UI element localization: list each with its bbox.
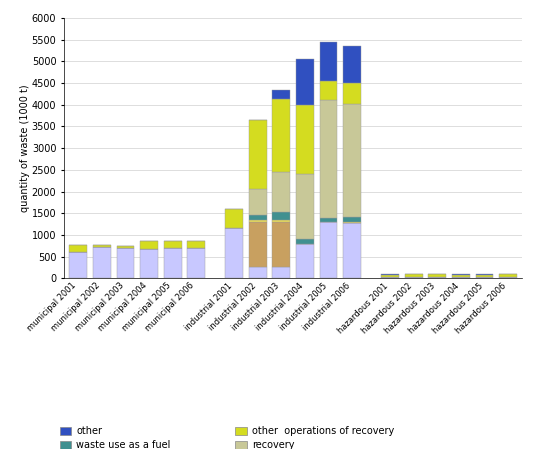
Bar bbox=[140, 241, 158, 242]
Bar bbox=[117, 248, 134, 278]
Bar bbox=[225, 209, 243, 228]
Bar bbox=[452, 275, 470, 277]
Bar bbox=[272, 172, 290, 211]
Bar bbox=[140, 249, 158, 278]
Bar bbox=[381, 275, 399, 277]
Bar bbox=[164, 241, 182, 242]
Bar bbox=[272, 267, 290, 278]
Bar bbox=[343, 46, 361, 83]
Bar bbox=[320, 222, 337, 278]
Bar bbox=[188, 247, 205, 278]
Bar bbox=[249, 189, 266, 215]
Bar bbox=[225, 228, 243, 278]
Bar bbox=[320, 81, 337, 101]
Bar bbox=[164, 242, 182, 248]
Bar bbox=[272, 221, 290, 267]
Bar bbox=[320, 101, 337, 218]
Bar bbox=[343, 223, 361, 278]
Bar bbox=[405, 274, 423, 277]
Bar bbox=[429, 274, 446, 277]
Bar bbox=[343, 217, 361, 221]
Bar bbox=[117, 246, 134, 248]
Bar bbox=[249, 221, 266, 267]
Bar bbox=[499, 277, 517, 278]
Bar bbox=[272, 211, 290, 220]
Bar bbox=[249, 267, 266, 278]
Bar bbox=[429, 277, 446, 278]
Bar bbox=[296, 244, 314, 278]
Bar bbox=[320, 42, 337, 81]
Bar bbox=[93, 245, 111, 247]
Bar bbox=[249, 220, 266, 221]
Bar bbox=[272, 90, 290, 99]
Bar bbox=[296, 59, 314, 105]
Bar bbox=[69, 245, 87, 252]
Bar bbox=[69, 252, 87, 278]
Y-axis label: quantity of waste (1000 t): quantity of waste (1000 t) bbox=[20, 84, 30, 212]
Bar bbox=[272, 99, 290, 172]
Bar bbox=[499, 274, 517, 277]
Bar bbox=[140, 242, 158, 249]
Bar bbox=[405, 277, 423, 278]
Bar bbox=[272, 220, 290, 221]
Bar bbox=[343, 83, 361, 104]
Bar bbox=[343, 104, 361, 217]
Bar bbox=[249, 119, 266, 189]
Bar bbox=[249, 215, 266, 220]
Bar bbox=[475, 277, 494, 278]
Bar bbox=[343, 221, 361, 223]
Bar bbox=[296, 174, 314, 239]
Bar bbox=[164, 248, 182, 278]
Bar bbox=[320, 218, 337, 222]
Bar bbox=[381, 277, 399, 278]
Bar bbox=[296, 239, 314, 244]
Bar bbox=[475, 275, 494, 277]
Legend: other, waste use as a fuel, other  operations of disposal, waste disposal, other: other, waste use as a fuel, other operat… bbox=[60, 427, 394, 449]
Bar bbox=[188, 241, 205, 247]
Bar bbox=[93, 247, 111, 278]
Bar bbox=[296, 105, 314, 174]
Bar bbox=[452, 277, 470, 278]
